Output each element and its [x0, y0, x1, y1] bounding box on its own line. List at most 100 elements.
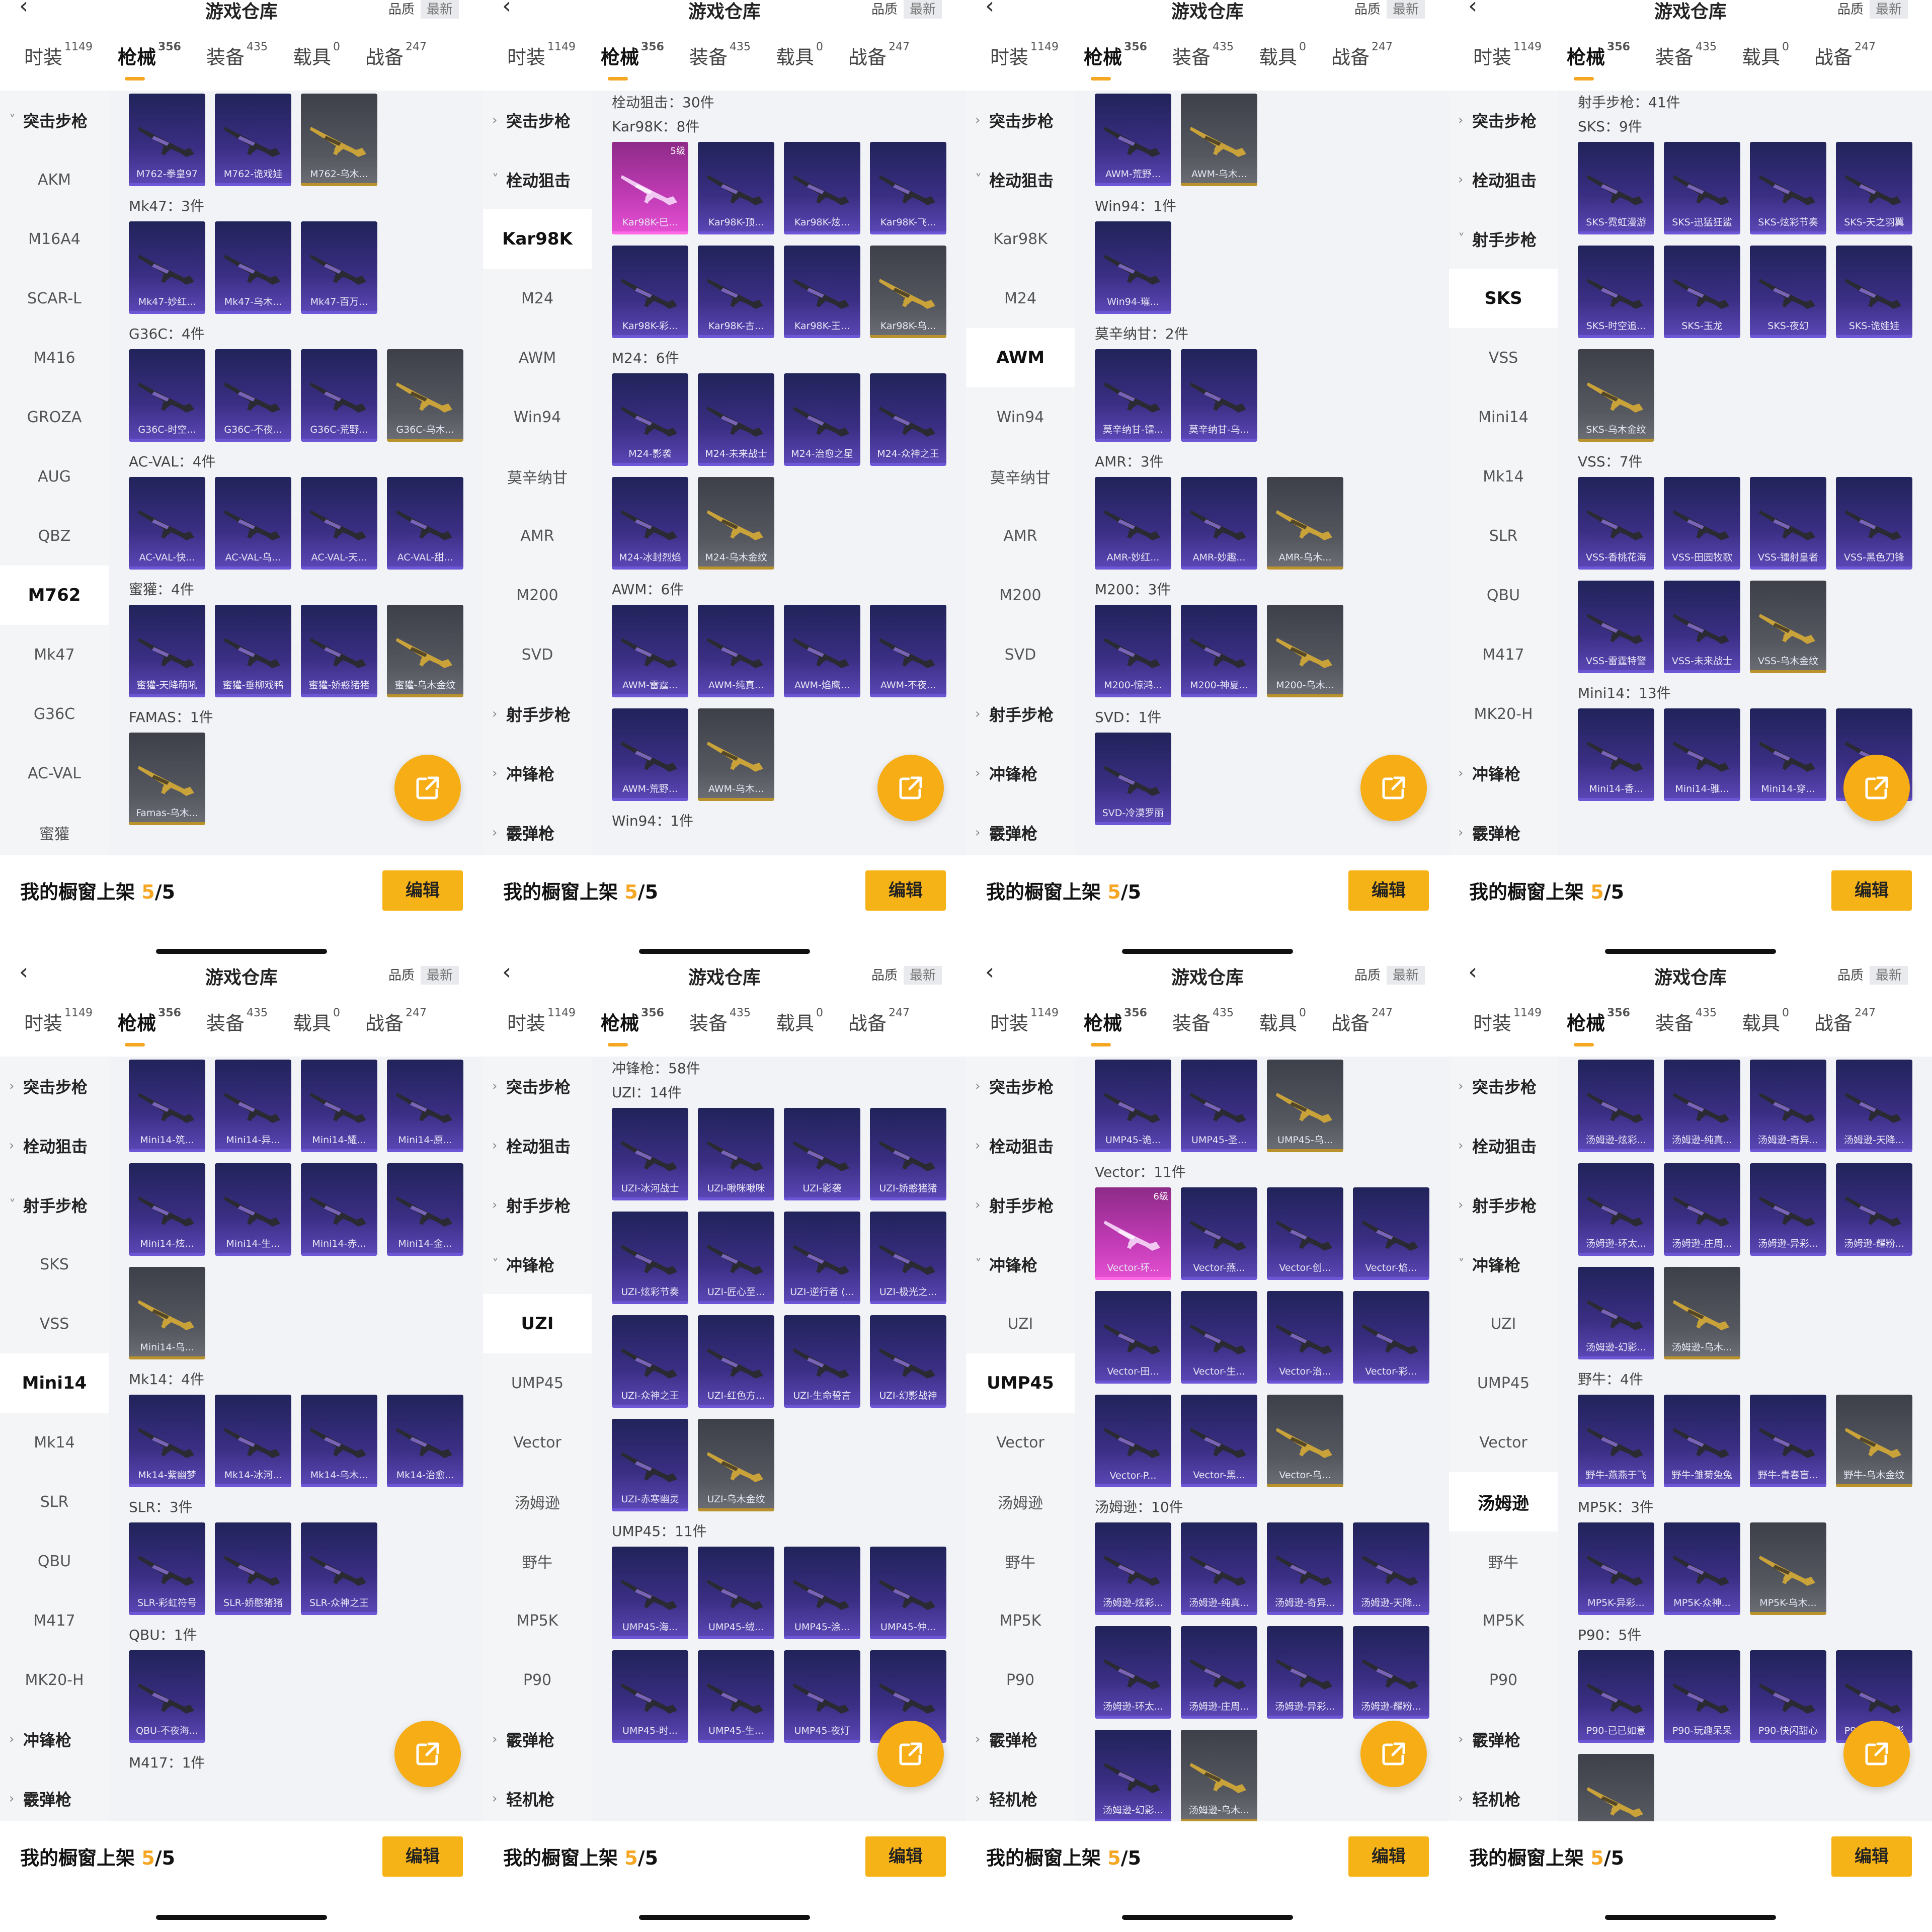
- weapon-card[interactable]: SLR-娇憨猪猪: [215, 1522, 291, 1615]
- weapon-card[interactable]: Vector-治...: [1267, 1291, 1343, 1384]
- weapon-card[interactable]: SKS-迅猛狂鲨: [1664, 142, 1740, 234]
- sort-newest-option[interactable]: 最新: [903, 966, 942, 985]
- weapon-card[interactable]: 汤姆逊-环太...: [1578, 1163, 1654, 1256]
- sidebar-category[interactable]: › 突击步枪: [483, 1057, 592, 1116]
- sidebar-item[interactable]: AMR: [483, 506, 592, 566]
- sidebar-category[interactable]: ˅ 射手步枪: [1449, 209, 1558, 269]
- sidebar-item[interactable]: SKS: [1449, 269, 1558, 328]
- sidebar-category[interactable]: › 突击步枪: [0, 1057, 109, 1116]
- weapon-card[interactable]: Win94-璀...: [1095, 221, 1171, 314]
- weapon-card[interactable]: UZI-炫彩节奏: [612, 1212, 688, 1304]
- weapon-card[interactable]: Mk14-紫幽梦: [129, 1395, 205, 1487]
- sidebar-category[interactable]: ˅ 栓动狙击: [483, 150, 592, 209]
- weapon-card[interactable]: 汤姆逊-环太...: [1095, 1626, 1171, 1719]
- weapon-card[interactable]: 野牛-乌木金纹: [1836, 1395, 1912, 1487]
- sidebar-item[interactable]: 野牛: [483, 1532, 592, 1591]
- weapon-card[interactable]: Mini14-穿...: [1750, 708, 1826, 801]
- edit-button[interactable]: 编辑: [865, 870, 946, 911]
- weapon-card[interactable]: 蜜獾-天降萌吼: [129, 605, 205, 697]
- weapon-card[interactable]: 汤姆逊-乌木...: [1181, 1730, 1257, 1821]
- weapon-card[interactable]: UMP45-诡...: [1095, 1060, 1171, 1152]
- sidebar-category[interactable]: › 霰弹枪: [0, 1769, 109, 1821]
- tab-2[interactable]: 装备 435: [1655, 41, 1717, 69]
- sidebar-item[interactable]: 莫辛纳甘: [966, 447, 1075, 506]
- weapon-card[interactable]: 汤姆逊-异彩...: [1267, 1626, 1343, 1719]
- sidebar-item[interactable]: P90: [1449, 1650, 1558, 1710]
- sidebar-category[interactable]: › 栓动狙击: [1449, 150, 1558, 209]
- tab-1[interactable]: 枪械 356: [118, 1007, 181, 1046]
- sidebar-item[interactable]: Win94: [966, 387, 1075, 447]
- weapon-card[interactable]: Kar98K-飞...: [870, 142, 946, 234]
- weapon-card[interactable]: SKS-天之羽翼: [1836, 142, 1912, 234]
- sidebar-item[interactable]: SVD: [483, 625, 592, 684]
- tab-2[interactable]: 装备 435: [689, 41, 751, 69]
- weapon-card[interactable]: SKS-霓虹漫游: [1578, 142, 1654, 234]
- weapon-card[interactable]: 汤姆逊-幻影...: [1578, 1267, 1654, 1359]
- sidebar-category[interactable]: ˅ 突击步枪: [0, 91, 109, 150]
- sidebar-category[interactable]: › 突击步枪: [483, 91, 592, 150]
- weapon-card[interactable]: Mini14-乌...: [129, 1267, 205, 1359]
- sidebar-category[interactable]: › 射手步枪: [966, 684, 1075, 744]
- weapon-card[interactable]: SKS-乌木金纹: [1578, 349, 1654, 442]
- weapon-card[interactable]: M24-治愈之星: [784, 373, 860, 466]
- weapon-card[interactable]: VSS-香桃花海: [1578, 477, 1654, 570]
- sort-newest-option[interactable]: 最新: [1386, 966, 1425, 985]
- sort-quality-option[interactable]: 品质: [388, 968, 415, 983]
- sidebar-category[interactable]: › 突击步枪: [966, 1057, 1075, 1116]
- share-button[interactable]: [1843, 1721, 1910, 1787]
- weapon-card[interactable]: VSS-黑色刀锋: [1836, 477, 1912, 570]
- tab-0[interactable]: 时装 1149: [990, 1007, 1059, 1035]
- weapon-card[interactable]: 汤姆逊-天降...: [1836, 1060, 1912, 1152]
- edit-button[interactable]: 编辑: [382, 1836, 463, 1877]
- chevron-left-icon[interactable]: ‹: [985, 966, 995, 985]
- weapon-card[interactable]: 蜜獾-娇憨猪猪: [301, 605, 377, 697]
- sidebar-category[interactable]: ˅ 冲锋枪: [483, 1235, 592, 1294]
- tab-2[interactable]: 装备 435: [1172, 41, 1234, 69]
- sidebar-category[interactable]: › 冲锋枪: [1449, 744, 1558, 803]
- weapon-card[interactable]: Mini14-金...: [387, 1163, 463, 1256]
- edit-button[interactable]: 编辑: [1831, 1836, 1912, 1877]
- sidebar-item[interactable]: QBU: [1449, 566, 1558, 625]
- weapon-card[interactable]: AC-VAL-快...: [129, 477, 205, 570]
- tab-1[interactable]: 枪械 356: [1084, 1007, 1147, 1046]
- tab-3[interactable]: 载具 0: [293, 41, 340, 69]
- sidebar-category[interactable]: › 突击步枪: [1449, 1057, 1558, 1116]
- tab-3[interactable]: 载具 0: [776, 41, 823, 69]
- weapon-card[interactable]: 莫辛纳甘-乌...: [1181, 349, 1257, 442]
- sidebar-item[interactable]: SVD: [966, 625, 1075, 684]
- edit-button[interactable]: 编辑: [1348, 870, 1429, 911]
- weapon-card[interactable]: Vector-乌...: [1267, 1395, 1343, 1487]
- tab-4[interactable]: 战备 247: [1331, 41, 1393, 69]
- weapon-card[interactable]: P90-已已如意: [1578, 1650, 1654, 1743]
- sidebar-item[interactable]: MK20-H: [0, 1650, 109, 1710]
- sidebar-category[interactable]: › 栓动狙击: [0, 1116, 109, 1175]
- tab-1[interactable]: 枪械 356: [118, 41, 181, 80]
- sort-quality-option[interactable]: 品质: [1837, 2, 1864, 17]
- sidebar-item[interactable]: M24: [483, 269, 592, 328]
- weapon-card[interactable]: QBU-不夜海...: [129, 1650, 205, 1743]
- sidebar-item[interactable]: AMR: [966, 506, 1075, 566]
- sidebar-category[interactable]: › 突击步枪: [1449, 91, 1558, 150]
- sidebar-item[interactable]: Win94: [483, 387, 592, 447]
- weapon-card[interactable]: AC-VAL-乌...: [215, 477, 291, 570]
- weapon-card[interactable]: Kar98K-顶...: [698, 142, 774, 234]
- sidebar-category[interactable]: › 栓动狙击: [483, 1116, 592, 1175]
- chevron-left-icon[interactable]: ‹: [502, 0, 512, 19]
- sort-newest-option[interactable]: 最新: [1386, 0, 1425, 19]
- sidebar-item[interactable]: MP5K: [966, 1591, 1075, 1650]
- tab-3[interactable]: 载具 0: [1259, 41, 1306, 69]
- sidebar-item[interactable]: SLR: [1449, 506, 1558, 566]
- sidebar-item[interactable]: MP5K: [483, 1591, 592, 1650]
- weapon-card[interactable]: 汤姆逊-耀粉...: [1353, 1626, 1429, 1719]
- share-button[interactable]: [877, 1721, 944, 1787]
- weapon-card[interactable]: M24-未来战士: [698, 373, 774, 466]
- tab-2[interactable]: 装备 435: [1655, 1007, 1717, 1035]
- weapon-card[interactable]: UZI-乌木金纹: [698, 1419, 774, 1511]
- weapon-card[interactable]: 汤姆逊-庄周...: [1181, 1626, 1257, 1719]
- weapon-card[interactable]: AWM-焰鹰...: [784, 605, 860, 697]
- tab-0[interactable]: 时装 1149: [1473, 1007, 1542, 1035]
- chevron-left-icon[interactable]: ‹: [1468, 0, 1478, 19]
- tab-3[interactable]: 载具 0: [776, 1007, 823, 1035]
- weapon-card[interactable]: UMP45-时...: [612, 1650, 688, 1743]
- share-button[interactable]: [1360, 1721, 1427, 1787]
